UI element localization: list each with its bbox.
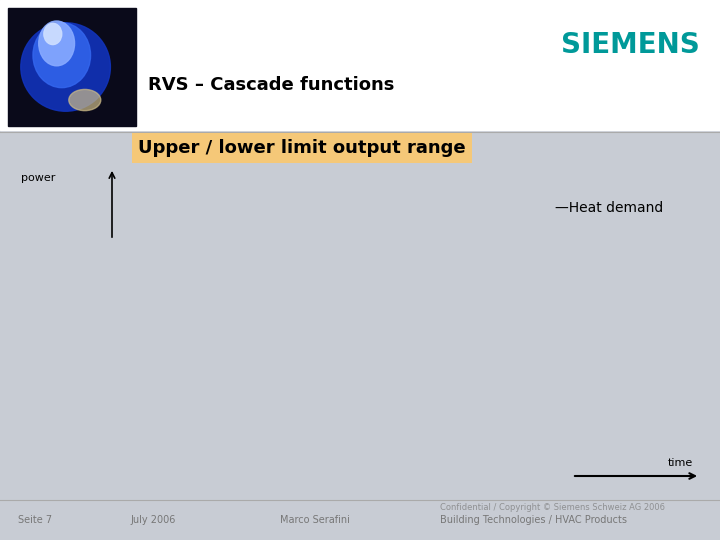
- Text: Building Technologies / HVAC Products: Building Technologies / HVAC Products: [440, 515, 627, 525]
- Text: Upper / lower limit output range: Upper / lower limit output range: [138, 139, 466, 157]
- Text: Seite 7: Seite 7: [18, 515, 52, 525]
- Bar: [8, 8, 136, 126]
- Ellipse shape: [69, 90, 101, 111]
- Text: Marco Serafini: Marco Serafini: [280, 515, 350, 525]
- Ellipse shape: [39, 21, 75, 66]
- Text: July 2006: July 2006: [130, 515, 176, 525]
- Text: —Heat demand: —Heat demand: [555, 201, 663, 215]
- Text: SIEMENS: SIEMENS: [562, 31, 700, 59]
- Ellipse shape: [21, 23, 110, 111]
- Text: time: time: [668, 458, 693, 468]
- Text: Confidential / Copyright © Siemens Schweiz AG 2006: Confidential / Copyright © Siemens Schwe…: [440, 503, 665, 512]
- Text: power: power: [21, 173, 55, 183]
- Text: RVS – Cascade functions: RVS – Cascade functions: [148, 76, 395, 94]
- Ellipse shape: [33, 23, 91, 87]
- Bar: [0, 0, 720, 130]
- Ellipse shape: [44, 23, 62, 45]
